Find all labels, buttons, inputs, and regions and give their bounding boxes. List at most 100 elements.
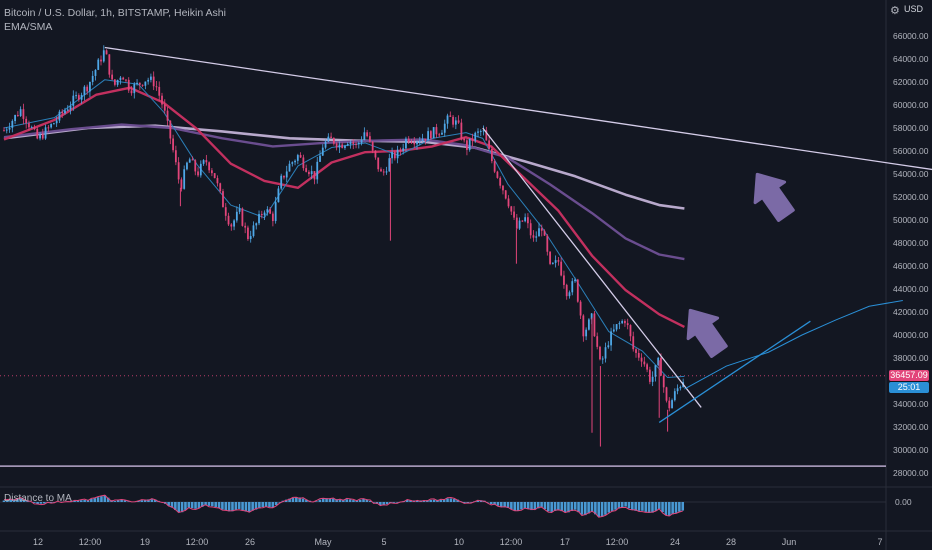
candle-body — [396, 149, 399, 159]
candle-body — [277, 188, 280, 203]
candle-body — [574, 279, 576, 282]
candle-body — [260, 214, 263, 216]
candle-body — [39, 134, 41, 139]
candle-body — [113, 79, 116, 85]
candle-body — [299, 155, 302, 158]
candle-body — [648, 369, 651, 382]
candle-body — [155, 86, 158, 88]
candle-body — [313, 171, 316, 180]
candle-body — [283, 175, 285, 178]
candle-body — [546, 235, 549, 252]
candle-body — [554, 260, 557, 263]
candle-body — [460, 122, 463, 139]
x-tick-label: 12:00 — [79, 537, 102, 547]
candle-body — [540, 228, 543, 231]
candle-body — [64, 110, 66, 114]
candle-body — [125, 79, 127, 81]
candle-body — [100, 59, 102, 62]
candle-body — [596, 336, 599, 347]
candle-body — [108, 54, 111, 75]
candle-body — [413, 142, 416, 145]
candle-body — [191, 159, 194, 161]
candle-body — [435, 127, 438, 135]
candle-body — [269, 209, 272, 214]
candle-body — [8, 127, 11, 130]
y-tick-label: 58000.00 — [893, 123, 929, 133]
candle-body — [441, 132, 443, 135]
candle-body — [612, 329, 615, 332]
candle-body — [660, 357, 662, 376]
downtrend-trendline — [104, 46, 932, 171]
y-tick-label: 30000.00 — [893, 445, 929, 455]
candle-body — [427, 131, 430, 141]
candle-body — [119, 77, 122, 80]
chart-legend: Bitcoin / U.S. Dollar, 1h, BITSTAMP, Hei… — [4, 6, 226, 34]
candle-body — [222, 191, 224, 208]
candle-body — [377, 157, 380, 170]
bullish-arrow-lower-shape — [686, 308, 728, 358]
candle-body — [549, 251, 551, 264]
candle-body — [180, 179, 183, 189]
y-tick-label: 42000.00 — [893, 307, 929, 317]
candle-body — [332, 137, 335, 144]
x-tick-label: 12 — [33, 537, 43, 547]
y-tick-label: 48000.00 — [893, 238, 929, 248]
candle-body — [97, 59, 100, 70]
candle-body — [510, 206, 513, 212]
candle-body — [571, 281, 574, 293]
candle-body — [308, 171, 310, 175]
candle-body — [527, 217, 529, 224]
y-tick-label: 52000.00 — [893, 192, 929, 202]
candle-body — [235, 211, 238, 221]
y-tick-label: 34000.00 — [893, 399, 929, 409]
candle-body — [30, 127, 33, 129]
candle-body — [233, 220, 235, 227]
candle-body — [66, 109, 69, 111]
candle-body — [249, 236, 252, 240]
candle-body — [224, 207, 227, 216]
x-tick-label: 28 — [726, 537, 736, 547]
candle-body — [61, 111, 64, 114]
x-tick-label: 26 — [245, 537, 255, 547]
candle-body — [219, 183, 222, 192]
candle-body — [122, 77, 125, 80]
candle-body — [305, 168, 308, 172]
uptrend_support-trendline — [658, 320, 811, 423]
candle-body — [607, 345, 610, 348]
candle-body — [274, 202, 277, 222]
bar-countdown-tag: 25:01 — [889, 381, 929, 393]
x-tick-label: 10 — [454, 537, 464, 547]
x-tick-label: 7 — [877, 537, 882, 547]
candle-body — [615, 324, 618, 330]
candle-body — [216, 178, 219, 184]
candle-body — [238, 208, 241, 212]
candle-body — [493, 161, 496, 172]
candle-body — [532, 235, 535, 238]
candle-body — [186, 162, 188, 170]
candle-body — [421, 138, 424, 142]
x-tick-label: 12:00 — [186, 537, 209, 547]
candle-body — [357, 142, 360, 144]
candle-body — [568, 292, 571, 297]
candle-body — [565, 284, 568, 297]
candle-body — [388, 158, 391, 172]
candle-body — [94, 69, 97, 76]
candle-body — [330, 136, 332, 138]
candle-body — [355, 143, 357, 145]
candle-body — [557, 260, 560, 262]
candle-body — [604, 347, 607, 359]
candle-body — [177, 162, 180, 180]
candle-body — [499, 177, 502, 186]
y-tick-label: 44000.00 — [893, 284, 929, 294]
candle-body — [263, 212, 266, 216]
candle-body — [133, 84, 136, 94]
candle-body — [668, 400, 671, 409]
candle-body — [19, 109, 22, 116]
settings-icon[interactable]: ⚙ — [890, 5, 900, 17]
candle-body — [147, 79, 150, 82]
current-price-tag: 36457.09 — [889, 369, 929, 381]
candle-body — [116, 79, 119, 85]
candle-body — [679, 386, 682, 389]
candle-body — [654, 365, 657, 377]
